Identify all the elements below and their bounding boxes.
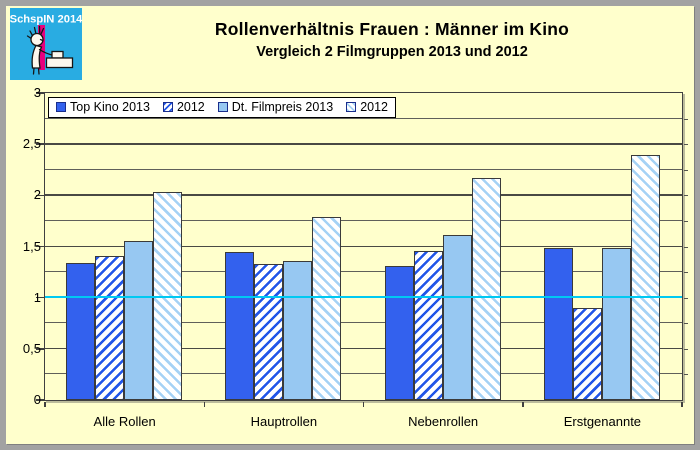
reference-line (44, 295, 682, 299)
bar-top-kino-2013-hauptrollen (225, 252, 255, 400)
legend-entry-dt-filmpreis-2013: Dt. Filmpreis 2013 (217, 100, 334, 114)
legend-entry-top-kino-2013: Top Kino 2013 (56, 100, 150, 114)
y-axis-tick (35, 92, 44, 94)
right-tick (683, 297, 688, 299)
gridline (44, 194, 682, 196)
gridline (44, 373, 682, 375)
bar-top-kino-2013-erstgenannte (543, 248, 573, 400)
x-axis-tick (681, 401, 683, 407)
y-axis-tick (35, 143, 44, 145)
y-axis-label: 0 (33, 392, 41, 407)
bar-dt-filmpreis-2013-alle-rollen (124, 240, 154, 400)
y-axis-label: 2 (33, 187, 41, 203)
x-axis-tick (203, 401, 205, 407)
legend-label: 2012 (360, 100, 388, 114)
right-tick (683, 272, 688, 274)
gridline (44, 347, 682, 350)
bar-dt-filmpreis-2013-nebenrollen (442, 234, 472, 400)
legend-swatch-solid-dark-blue-icon (56, 102, 66, 112)
legend-swatch-hatch-dark-blue-icon (162, 102, 173, 112)
x-axis-tick (44, 401, 46, 407)
bar-2012-alle-rollen (153, 191, 183, 400)
y-axis-label: 1 (33, 289, 41, 305)
y-axis-label: 1,5 (22, 238, 41, 254)
x-axis-tick (522, 401, 524, 407)
right-tick (683, 374, 688, 376)
y-axis-tick (35, 399, 44, 401)
y-axis-label: 3 (33, 85, 41, 100)
bar-2012-nebenrollen (471, 178, 501, 400)
gridline (44, 117, 682, 119)
bar-top-kino-2013-nebenrollen (384, 266, 414, 400)
bar-dt-filmpreis-2013-erstgenannte (601, 248, 631, 400)
logo-text: SchspIN 2014 (10, 14, 82, 26)
bar-2012-alle-rollen (95, 256, 125, 400)
chart-title: Rollenverhältnis Frauen : Männer im Kino (214, 19, 570, 39)
right-tick (683, 246, 688, 248)
gridline (44, 219, 682, 221)
gridline (44, 322, 682, 324)
right-tick (683, 144, 688, 146)
legend: Top Kino 2013 2012 Dt. Filmpreis 2013 20… (48, 96, 396, 118)
y-axis-tick (35, 194, 44, 197)
gridline (44, 168, 682, 170)
legend-label: 2012 (176, 100, 205, 114)
right-tick (683, 169, 688, 171)
x-axis-label: Erstgenannte (563, 414, 642, 429)
bar-2012-nebenrollen (413, 251, 443, 400)
bar-top-kino-2013-alle-rollen (66, 263, 96, 400)
writer-figure-icon (26, 25, 74, 75)
bar-2012-hauptrollen (254, 264, 284, 400)
legend-entry-top-kino-2012: 2012 (162, 100, 205, 114)
x-axis-label: Alle Rollen (93, 414, 156, 429)
bar-2012-hauptrollen (312, 217, 342, 400)
schspin-logo: SchspIN 2014 (10, 8, 82, 80)
x-axis-label: Nebenrollen (408, 414, 479, 429)
bar-2012-erstgenannte (630, 154, 660, 400)
legend-entry-dt-filmpreis-2012: 2012 (346, 100, 388, 114)
y-axis-tick (35, 245, 44, 248)
right-tick (683, 118, 688, 120)
chart-canvas: SchspIN 2014 Rollenverhältnis Frauen : M… (6, 6, 694, 444)
right-tick (683, 195, 688, 197)
chart-subtitle: Vergleich 2 Filmgruppen 2013 und 2012 (256, 44, 528, 60)
right-tick (683, 323, 688, 325)
legend-label: Top Kino 2013 (70, 100, 150, 114)
legend-swatch-solid-light-blue-icon (217, 102, 228, 112)
legend-label: Dt. Filmpreis 2013 (231, 100, 334, 114)
y-axis-label: 0,5 (22, 340, 41, 356)
gridline (44, 271, 682, 273)
right-tick (683, 220, 688, 222)
bar-dt-filmpreis-2013-hauptrollen (283, 261, 313, 400)
right-tick (683, 348, 688, 350)
plot-area (43, 91, 683, 401)
x-axis-label: Hauptrollen (250, 414, 318, 429)
gridline (44, 143, 682, 145)
y-axis-tick (35, 348, 44, 350)
legend-swatch-hatch-light-blue-icon (346, 102, 357, 112)
bar-2012-erstgenannte (572, 308, 602, 400)
gridline (44, 245, 682, 247)
x-axis-tick (362, 401, 365, 407)
title-block: Rollenverhältnis Frauen : Männer im Kino… (96, 19, 688, 60)
y-axis-label: 2,5 (22, 136, 41, 152)
y-axis-tick (35, 296, 44, 299)
